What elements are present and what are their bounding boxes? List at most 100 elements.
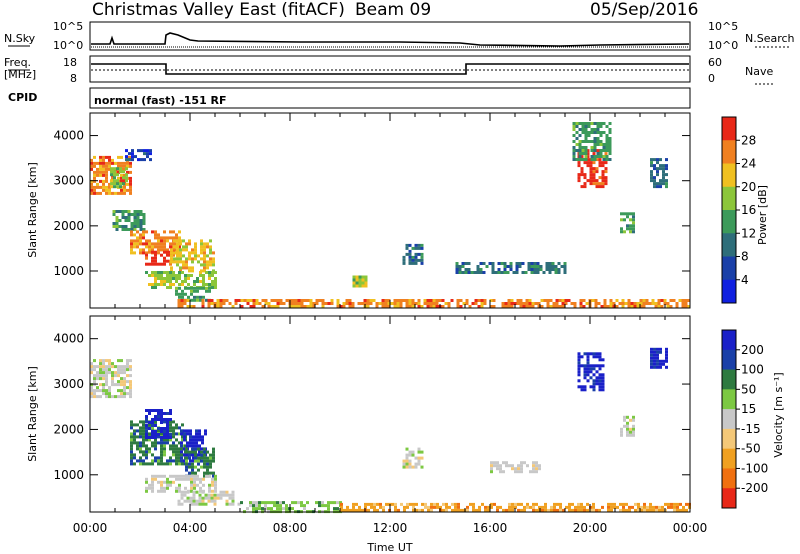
heatmap-cell — [96, 389, 99, 393]
heatmap-cell — [656, 170, 659, 174]
heatmap-cell — [405, 246, 409, 250]
heatmap-cell — [483, 302, 487, 305]
heatmap-cell — [181, 295, 184, 299]
heatmap-cell — [110, 170, 113, 174]
heatmap-cell — [187, 474, 190, 478]
heatmap-cell — [182, 266, 185, 270]
heatmap-cell — [203, 450, 206, 454]
heatmap-cell — [185, 260, 188, 264]
heatmap-cell — [181, 438, 184, 442]
heatmap-cell — [252, 504, 255, 508]
velocity-colorbar-label: Velocity [m s⁻¹] — [772, 372, 785, 457]
heatmap-cell — [420, 252, 424, 256]
heatmap-cell — [208, 489, 211, 493]
heatmap-cell — [645, 299, 649, 302]
heatmap-cell — [105, 389, 108, 393]
heatmap-cell — [546, 305, 550, 308]
heatmap-cell — [196, 286, 199, 290]
heatmap-cell — [540, 305, 544, 308]
heatmap-cell — [675, 305, 679, 308]
heatmap-cell — [601, 185, 605, 189]
heatmap-cell — [178, 462, 181, 466]
heatmap-cell — [426, 299, 430, 302]
heatmap-cell — [195, 432, 198, 436]
y-tick-label: 3000 — [53, 377, 84, 391]
heatmap-cell — [533, 265, 537, 268]
heatmap-cell — [148, 423, 151, 427]
heatmap-cell — [200, 239, 203, 243]
heatmap-cell — [166, 274, 169, 277]
heatmap-cell — [111, 161, 114, 165]
heatmap-cell — [157, 239, 160, 243]
heatmap-cell — [110, 185, 113, 189]
heatmap-cell — [186, 432, 189, 436]
heatmap-cell — [133, 435, 136, 439]
heatmap-cell — [627, 305, 631, 308]
colorbar-swatch — [722, 186, 736, 211]
heatmap-cell — [154, 242, 157, 246]
heatmap-cell — [166, 441, 169, 445]
heatmap-cell — [225, 493, 229, 497]
heatmap-cell — [650, 161, 653, 165]
heatmap-cell — [626, 433, 629, 437]
heatmap-cell — [586, 155, 590, 159]
heatmap-cell — [406, 505, 409, 509]
heatmap-cell — [468, 305, 472, 308]
heatmap-cell — [198, 438, 201, 442]
heatmap-cell — [346, 505, 349, 509]
heatmap-cell — [583, 385, 587, 389]
heatmap-cell — [108, 368, 111, 372]
heatmap-cell — [180, 302, 184, 305]
heatmap-cell — [243, 299, 247, 302]
heatmap-cell — [493, 461, 496, 465]
heatmap-cell — [133, 242, 136, 246]
heatmap-cell — [303, 305, 307, 308]
heatmap-cell — [481, 502, 484, 506]
heatmap-cell — [206, 450, 209, 454]
heatmap-cell — [201, 438, 204, 442]
heatmap-cell — [198, 444, 201, 448]
heatmap-cell — [139, 420, 142, 424]
heatmap-cell — [102, 392, 105, 396]
heatmap-cell — [532, 505, 535, 509]
colorbar-tick-label: 28 — [741, 133, 756, 147]
heatmap-cell — [355, 284, 359, 288]
heatmap-cell — [172, 459, 175, 463]
heatmap-cell — [123, 191, 126, 195]
heatmap-cell — [601, 170, 605, 174]
heatmap-cell — [126, 386, 129, 390]
heatmap-cell — [408, 302, 412, 305]
heatmap-cell — [602, 143, 606, 146]
heatmap-cell — [113, 185, 116, 189]
heatmap-cell — [154, 245, 157, 249]
heatmap-cell — [342, 302, 346, 305]
heatmap-cell — [596, 143, 600, 146]
heatmap-cell — [355, 281, 359, 285]
heatmap-cell — [488, 262, 492, 265]
heatmap-cell — [139, 444, 142, 448]
heatmap-cell — [189, 305, 193, 308]
heatmap-cell — [175, 462, 178, 466]
heatmap-cell — [160, 283, 163, 286]
heatmap-cell — [148, 483, 151, 487]
heatmap-cell — [667, 502, 670, 506]
heatmap-cell — [581, 128, 585, 131]
heatmap-cell — [593, 137, 597, 140]
heatmap-cell — [361, 278, 365, 282]
heatmap-cell — [157, 427, 160, 430]
heatmap-cell — [105, 185, 108, 189]
heatmap-cell — [583, 161, 587, 165]
heatmap-cell — [214, 480, 217, 484]
heatmap-cell — [436, 502, 439, 506]
heatmap-cell — [148, 486, 151, 490]
heatmap-cell — [176, 251, 179, 255]
heatmap-cell — [520, 464, 523, 468]
heatmap-cell — [312, 302, 316, 305]
heatmap-cell — [270, 299, 274, 302]
heatmap-cell — [90, 182, 93, 186]
heatmap-cell — [126, 365, 129, 369]
heatmap-cell — [632, 227, 635, 231]
heatmap-cell — [598, 364, 602, 368]
heatmap-cell — [133, 222, 137, 225]
heatmap-cell — [136, 216, 140, 219]
